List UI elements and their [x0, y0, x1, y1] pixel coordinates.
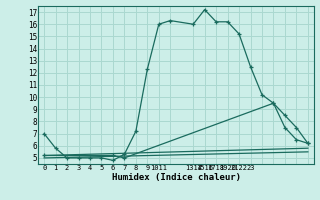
X-axis label: Humidex (Indice chaleur): Humidex (Indice chaleur) — [111, 173, 241, 182]
